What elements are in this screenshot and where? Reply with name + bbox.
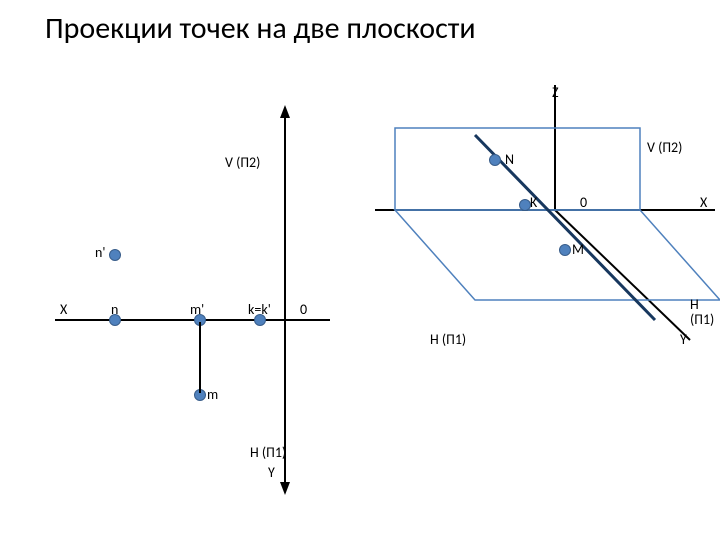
label-right-H1: H (П1) — [430, 332, 466, 347]
point-N — [489, 154, 501, 166]
point-M — [559, 244, 571, 256]
label-right-O: 0 — [580, 195, 587, 210]
right-diagram — [0, 0, 720, 540]
label-right-Y: Y — [680, 332, 687, 347]
label-right-H2: H (П1) — [690, 297, 720, 328]
label-right-V: V (П2) — [647, 140, 687, 155]
label-right-M: M — [572, 242, 584, 257]
label-right-N: N — [505, 152, 514, 167]
label-right-X2: X — [700, 195, 707, 210]
label-right-K: K — [530, 195, 537, 210]
label-right-Z: Z — [552, 85, 559, 100]
